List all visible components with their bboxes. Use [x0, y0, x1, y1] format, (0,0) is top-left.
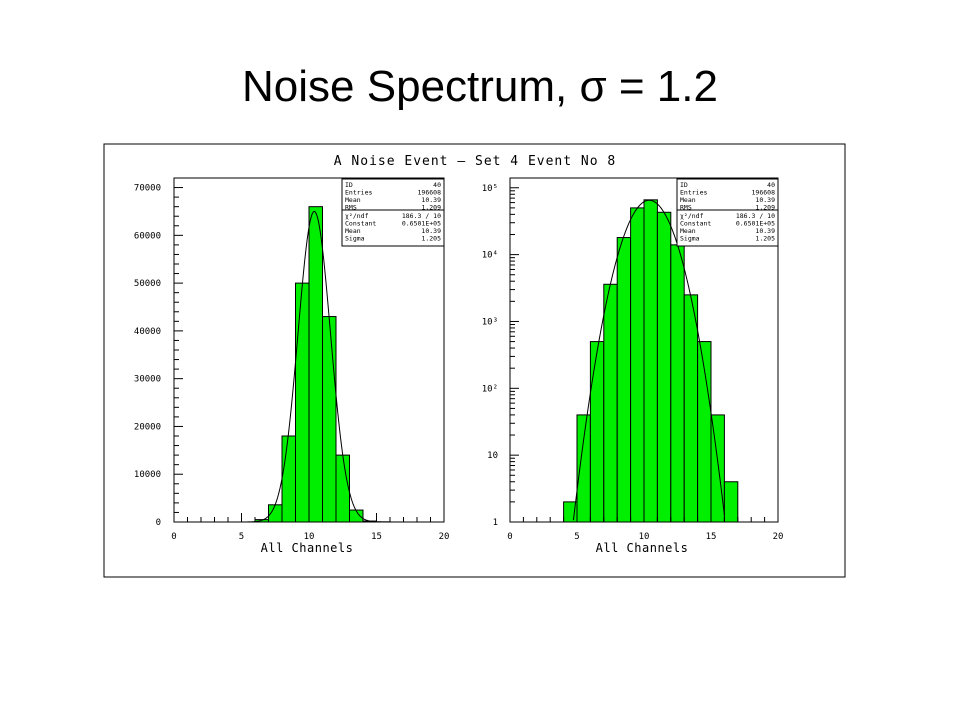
- histogram-bar: [683, 294, 699, 523]
- stats-key: Mean: [345, 196, 361, 204]
- fit-value: 0.6501E+05: [402, 220, 441, 228]
- stats-box: [341, 178, 445, 247]
- stats-value: 10.39: [421, 196, 441, 204]
- stats-value: 196608: [418, 189, 442, 197]
- fit-value: 10.39: [421, 227, 441, 235]
- x-tick-label: 10: [639, 532, 650, 542]
- histogram-bar: [335, 454, 350, 523]
- histogram-bar: [589, 341, 605, 523]
- y-tick-label: 10000: [134, 470, 161, 480]
- fit-value: 0.6501E+05: [736, 220, 775, 228]
- histogram-bar: [308, 206, 323, 523]
- figure-title: A Noise Event — Set 4 Event No 8: [334, 154, 616, 169]
- x-tick-label: 5: [239, 532, 244, 542]
- stats-key: ID: [680, 181, 688, 189]
- histogram-bar: [710, 414, 725, 523]
- stats-value: 40: [767, 181, 775, 189]
- histogram-bar: [576, 414, 591, 523]
- stats-box: [676, 178, 779, 247]
- fit-value: 1.205: [421, 235, 441, 243]
- y-tick-label: 20000: [134, 422, 161, 432]
- y-tick-label: 10³: [482, 317, 498, 327]
- y-tick-label: 70000: [134, 184, 161, 194]
- x-tick-label: 5: [574, 532, 579, 542]
- stats-key: Mean: [680, 196, 696, 204]
- fit-curve: [572, 199, 725, 521]
- y-tick-label: 60000: [134, 231, 161, 241]
- y-tick-label: 10⁴: [482, 251, 498, 261]
- y-tick-label: 10⁵: [482, 184, 498, 194]
- fit-value: 186.3 / 10: [736, 212, 775, 220]
- fit-value: 1.205: [755, 235, 775, 243]
- stats-value: 196608: [752, 189, 776, 197]
- stats-key: Entries: [345, 189, 372, 197]
- histogram-bar: [630, 207, 645, 523]
- x-tick-label: 20: [439, 532, 450, 542]
- histogram-bar: [670, 244, 685, 523]
- figure-frame: [103, 143, 846, 578]
- fit-key: χ²/ndf: [345, 212, 369, 220]
- histogram-bar: [656, 211, 672, 523]
- histogram-bar: [603, 283, 618, 523]
- fit-key: Constant: [680, 220, 711, 228]
- x-tick-label: 0: [171, 532, 176, 542]
- y-tick-label: 40000: [134, 327, 161, 337]
- slide-title: Noise Spectrum, σ = 1.2: [242, 62, 718, 111]
- y-tick-label: 50000: [134, 279, 161, 289]
- histogram-bar: [281, 435, 296, 523]
- stats-key: Entries: [680, 189, 707, 197]
- fit-key: Sigma: [345, 235, 365, 243]
- histogram-bar: [723, 481, 739, 523]
- stats-key: RMS: [680, 204, 692, 212]
- y-tick-label: 30000: [134, 375, 161, 385]
- histogram-bar: [322, 316, 337, 523]
- plot-linear: 0 5 10 15 20 All Channels 0 10000 20000 30000 4000…: [134, 177, 450, 555]
- fit-value: 10.39: [755, 227, 775, 235]
- fit-key: Mean: [345, 227, 361, 235]
- stats-key: ID: [345, 181, 353, 189]
- stats-value: 1.209: [755, 204, 775, 212]
- histogram-bar: [295, 282, 310, 523]
- plot-log: 0 5 10 15 20 All Channels 1 10 10² 10³ 10⁴ 10⁵ ID 40 E…: [482, 177, 784, 555]
- y-tick-label: 1: [493, 518, 498, 528]
- stats-key: RMS: [345, 204, 357, 212]
- x-tick-label: 0: [507, 532, 512, 542]
- fit-value: 186.3 / 10: [402, 212, 441, 220]
- stats-value: 1.209: [421, 204, 441, 212]
- x-tick-label: 20: [773, 532, 784, 542]
- stats-value: 40: [433, 181, 441, 189]
- fit-key: Mean: [680, 227, 696, 235]
- y-tick-label: 10: [487, 451, 498, 461]
- x-axis-label: All Channels: [596, 541, 689, 555]
- y-tick-label: 0: [156, 518, 161, 528]
- histogram-bar: [616, 237, 632, 523]
- x-tick-label: 10: [304, 532, 315, 542]
- y-tick-label: 10²: [482, 384, 498, 394]
- x-tick-label: 15: [706, 532, 717, 542]
- fit-key: χ²/ndf: [680, 212, 704, 220]
- histogram-bar: [643, 199, 658, 523]
- x-tick-label: 15: [371, 532, 382, 542]
- fit-key: Constant: [345, 220, 376, 228]
- x-axis-label: All Channels: [261, 541, 354, 555]
- fit-key: Sigma: [680, 235, 700, 243]
- stats-value: 10.39: [755, 196, 775, 204]
